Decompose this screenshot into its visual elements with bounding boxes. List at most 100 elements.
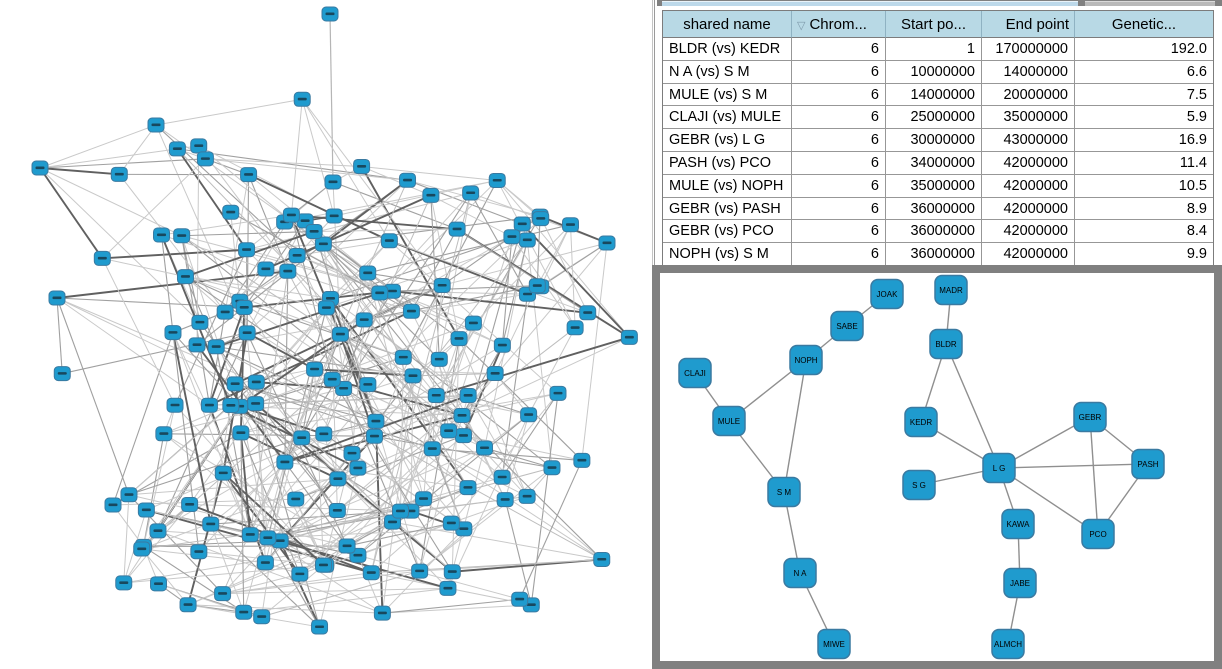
network-node[interactable] [513,216,531,232]
network-node[interactable] [430,351,448,367]
table-cell[interactable]: 42000000 [982,197,1075,221]
network-node[interactable] [306,361,324,377]
network-edge[interactable] [172,332,269,539]
network-node[interactable] [459,480,477,496]
network-node[interactable] [321,6,339,22]
network-node[interactable] [355,312,373,328]
network-node[interactable] [293,430,311,446]
network-node[interactable] [422,187,440,203]
network-node[interactable] [104,497,122,513]
network-edge[interactable] [143,379,333,547]
network-edge[interactable] [172,332,251,535]
network-edge[interactable] [56,297,236,385]
node-shape[interactable] [902,469,936,501]
network-node-mule[interactable]: MULE [712,405,746,437]
network-node[interactable] [155,426,173,442]
network-node[interactable] [196,151,214,167]
network-node[interactable] [190,544,208,560]
network-node[interactable] [579,305,597,321]
network-edge[interactable] [215,346,602,560]
network-edge[interactable] [351,319,365,454]
table-cell[interactable]: 6 [792,83,886,107]
network-node[interactable] [511,591,529,607]
network-edge[interactable] [239,406,327,566]
network-edge[interactable] [246,249,393,292]
table-row[interactable]: GEBR (vs) L G 6 30000000 43000000 16.9 [663,129,1213,152]
network-edge[interactable] [255,322,474,405]
network-edge[interactable] [301,437,453,573]
network-edge[interactable] [239,432,252,535]
network-edge[interactable] [410,375,414,512]
network-edge[interactable] [357,554,520,600]
network-edge[interactable] [185,276,404,358]
network-edge[interactable] [536,216,541,286]
network-edge[interactable] [360,166,460,340]
network-edge[interactable] [301,98,443,286]
network-edge[interactable] [101,258,176,406]
network-node[interactable] [276,454,294,470]
network-edge[interactable] [243,587,448,613]
network-node[interactable] [133,541,151,557]
network-edge[interactable] [526,496,603,560]
network-node[interactable] [493,469,511,485]
network-edge[interactable] [389,240,588,314]
node-shape[interactable] [929,328,963,360]
network-node[interactable] [207,339,225,355]
network-edge[interactable] [442,242,608,286]
network-edge[interactable] [290,215,333,380]
node-shape[interactable] [870,278,904,310]
network-node[interactable] [214,586,232,602]
network-edge[interactable] [346,522,452,547]
network-edge[interactable] [375,421,421,572]
table-row[interactable]: GEBR (vs) PCO 6 36000000 42000000 8.4 [663,220,1213,244]
network-edge[interactable] [287,270,412,312]
network-edge[interactable] [198,145,341,335]
network-node[interactable] [343,445,361,461]
network-edge[interactable] [205,158,362,167]
network-edge[interactable] [230,212,241,302]
network-node[interactable] [247,374,265,390]
table-row[interactable]: PASH (vs) PCO 6 34000000 42000000 11.4 [663,151,1213,175]
network-edge[interactable] [56,270,288,299]
network-node[interactable] [48,290,66,306]
network-edge[interactable] [1089,416,1099,535]
network-edge[interactable] [267,447,485,539]
network-edge[interactable] [176,148,248,251]
network-node[interactable] [440,423,458,439]
network-node[interactable] [188,337,206,353]
table-cell[interactable]: 8.9 [1075,197,1213,221]
network-edge[interactable] [329,13,334,183]
network-edge[interactable] [240,432,245,613]
network-edge[interactable] [540,242,608,288]
network-node[interactable] [383,283,401,299]
network-node[interactable] [367,413,385,429]
network-node[interactable] [247,396,265,412]
network-edge[interactable] [530,393,559,605]
network-node[interactable] [226,376,244,392]
column-header-end-point[interactable]: End point [982,11,1075,38]
network-node[interactable] [179,597,197,613]
network-edge[interactable] [261,570,420,618]
table-row[interactable]: CLAJI (vs) MULE 6 25000000 35000000 5.9 [663,106,1213,130]
network-edge[interactable] [184,276,217,347]
table-cell[interactable]: 6 [792,106,886,130]
node-shape[interactable] [1001,508,1035,540]
network-edge[interactable] [382,598,520,614]
table-cell[interactable]: 6 [792,197,886,221]
network-node[interactable] [362,565,380,581]
network-node[interactable] [394,349,412,365]
network-edge[interactable] [496,180,630,338]
table-cell[interactable]: 34000000 [886,151,982,175]
network-edge[interactable] [295,430,449,500]
network-edge[interactable] [284,461,348,547]
network-node[interactable] [288,247,306,263]
network-edge[interactable] [39,167,104,259]
network-edge[interactable] [364,285,538,321]
network-edge[interactable] [945,343,1000,469]
network-edge[interactable] [458,338,528,497]
node-shape[interactable] [982,452,1016,484]
table-row[interactable]: MULE (vs) NOPH 6 35000000 42000000 10.5 [663,174,1213,198]
network-edge[interactable] [436,336,630,397]
network-node[interactable] [222,204,240,220]
network-node[interactable] [380,233,398,249]
